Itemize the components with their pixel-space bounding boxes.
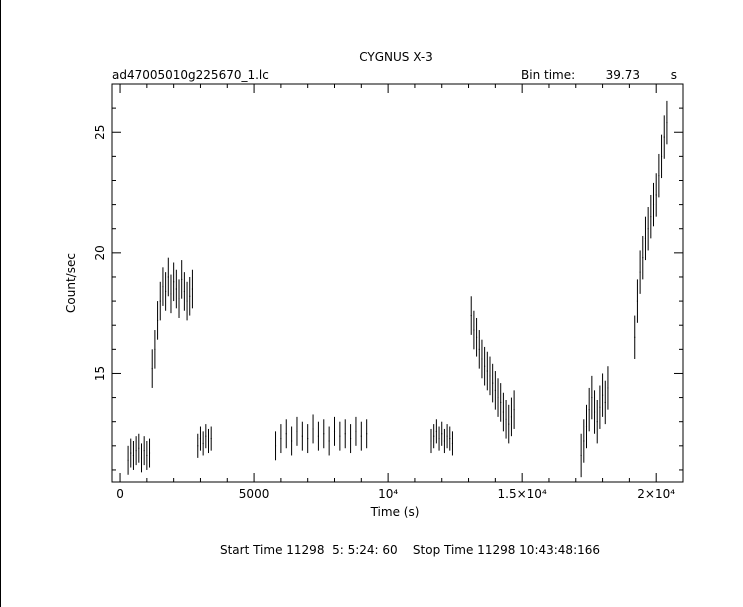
x-tick-label: 1.5×10⁴ — [498, 487, 547, 501]
data-series — [127, 100, 668, 478]
chart-title: CYGNUS X-3 — [359, 50, 433, 64]
x-axis: 0 5000 10⁴ 1.5×10⁴ 2×10⁴ — [116, 84, 675, 501]
plot-frame — [111, 83, 684, 483]
y-axis-label: Count/sec — [64, 253, 78, 313]
x-tick-label: 0 — [116, 487, 124, 501]
x-tick-label: 10⁴ — [378, 487, 398, 501]
y-tick-label: 20 — [93, 245, 107, 260]
x-tick-label: 2×10⁴ — [637, 487, 675, 501]
bin-time-unit: s — [671, 68, 677, 82]
x-tick-label: 5000 — [239, 487, 270, 501]
file-label: ad47005010g225670_1.lc — [112, 68, 269, 82]
time-range-footer: Start Time 11298 5: 5:24: 60 Stop Time 1… — [220, 543, 600, 557]
y-tick-label: 25 — [93, 125, 107, 140]
window-left-edge — [0, 0, 1, 607]
bin-time-value: 39.73 — [606, 68, 640, 82]
bin-time-label: Bin time: — [521, 68, 575, 82]
y-tick-label: 15 — [93, 366, 107, 381]
x-axis-label: Time (s) — [370, 505, 420, 519]
y-axis: 15 20 25 — [93, 107, 683, 471]
